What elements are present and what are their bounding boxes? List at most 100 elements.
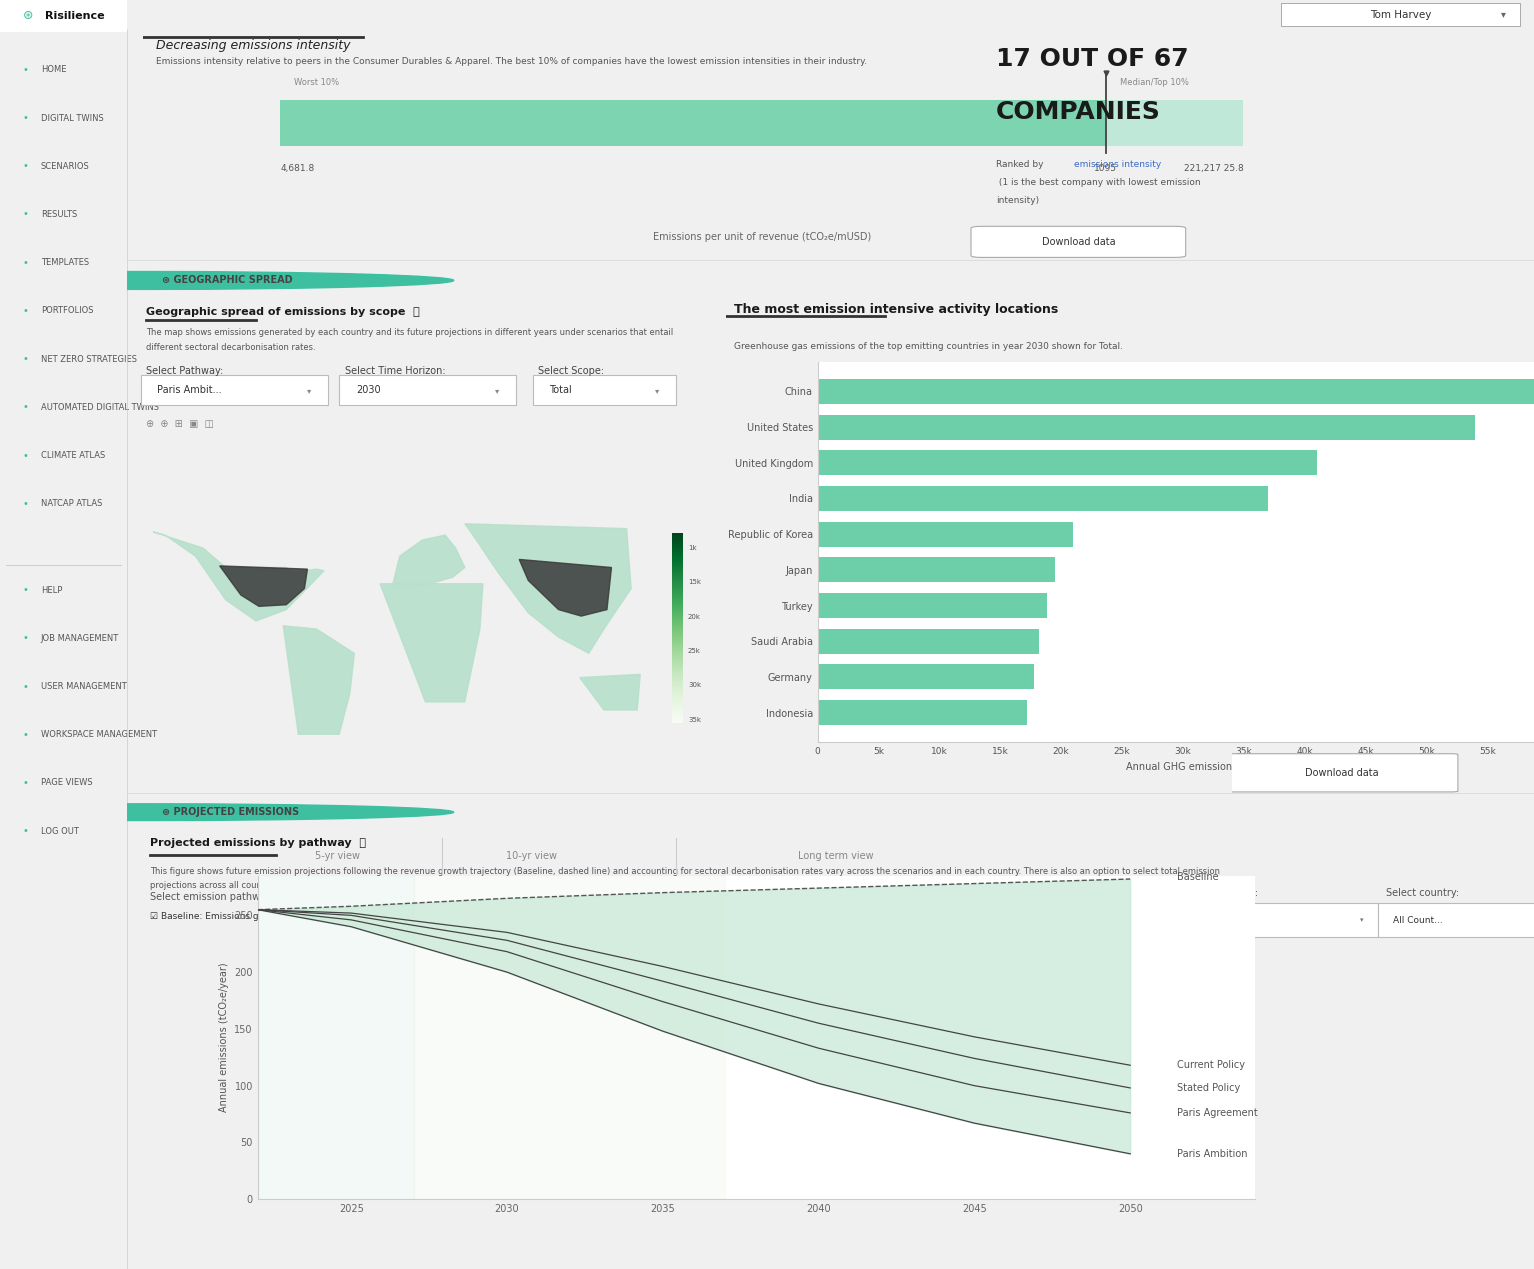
Text: ☐ No Policy: ☐ No Policy <box>927 911 979 921</box>
Polygon shape <box>219 566 307 607</box>
Text: RESULTS: RESULTS <box>41 209 77 220</box>
Text: •: • <box>23 402 29 412</box>
Bar <box>281 100 1106 146</box>
Text: 221,217 25.8: 221,217 25.8 <box>1184 164 1244 173</box>
Text: Geographic spread of emissions by scope  ⓘ: Geographic spread of emissions by scope … <box>146 307 420 317</box>
Bar <box>818 379 1534 404</box>
Text: ☑ Paris Ambition: ☑ Paris Ambition <box>394 911 471 921</box>
Text: 10-yr view: 10-yr view <box>506 851 557 860</box>
Text: Long term view: Long term view <box>798 851 874 860</box>
Text: ⊛ PROJECTED EMISSIONS: ⊛ PROJECTED EMISSIONS <box>163 807 299 817</box>
Text: Greenhouse gas emissions of the top emitting countries in year 2030 shown for To: Greenhouse gas emissions of the top emit… <box>735 341 1123 352</box>
Text: 25k: 25k <box>687 648 701 654</box>
FancyBboxPatch shape <box>141 376 328 405</box>
Text: Risilience: Risilience <box>44 11 104 20</box>
Text: •: • <box>23 499 29 509</box>
Text: •: • <box>23 161 29 171</box>
Polygon shape <box>518 560 612 615</box>
Text: 2030: 2030 <box>356 386 380 396</box>
Text: DIGITAL TWINS: DIGITAL TWINS <box>41 113 103 123</box>
Text: (1 is the best company with lowest emission: (1 is the best company with lowest emiss… <box>996 178 1201 187</box>
Text: Paris Ambit...: Paris Ambit... <box>156 386 222 396</box>
Text: 30k: 30k <box>687 683 701 688</box>
Text: •: • <box>23 681 29 692</box>
Text: HOME: HOME <box>41 65 66 75</box>
Text: COMPANIES: COMPANIES <box>996 100 1161 123</box>
Text: ▾: ▾ <box>655 386 660 395</box>
Text: •: • <box>23 730 29 740</box>
Polygon shape <box>580 674 640 709</box>
Text: HELP: HELP <box>41 585 61 595</box>
FancyBboxPatch shape <box>1186 904 1379 938</box>
Text: Select scope:: Select scope: <box>1193 888 1258 898</box>
Bar <box>258 876 414 1199</box>
Bar <box>818 486 1269 511</box>
Text: ▾: ▾ <box>1500 10 1506 19</box>
Text: 17 OUT OF 67: 17 OUT OF 67 <box>996 47 1189 71</box>
Text: •: • <box>23 826 29 836</box>
Text: Select emission pathway to display: Select emission pathway to display <box>150 892 322 902</box>
Text: Stated Policy: Stated Policy <box>1177 1082 1239 1093</box>
Text: Total: Total <box>549 386 572 396</box>
Text: Select country:: Select country: <box>1385 888 1459 898</box>
Text: ☑ Baseline: Emissions grow with revenue: ☑ Baseline: Emissions grow with revenue <box>150 911 337 921</box>
Text: Upstrea...: Upstrea... <box>1201 916 1244 925</box>
Text: The most emission intensive activity locations: The most emission intensive activity loc… <box>735 303 1058 316</box>
Polygon shape <box>153 532 324 621</box>
Text: Worst 10%: Worst 10% <box>295 77 339 86</box>
Text: •: • <box>23 354 29 364</box>
Text: ⊛ GEOGRAPHIC SPREAD: ⊛ GEOGRAPHIC SPREAD <box>163 275 293 286</box>
Bar <box>1106 100 1244 146</box>
Text: Emissions per unit of revenue (tCO₂e/mUSD): Emissions per unit of revenue (tCO₂e/mUS… <box>653 232 871 242</box>
Text: NATCAP ATLAS: NATCAP ATLAS <box>41 499 103 509</box>
FancyBboxPatch shape <box>1379 904 1534 938</box>
Bar <box>818 522 1074 547</box>
Text: Download data: Download data <box>1042 237 1115 247</box>
FancyBboxPatch shape <box>339 376 515 405</box>
Text: ▾: ▾ <box>307 386 311 395</box>
Text: Decreasing emissions intensity: Decreasing emissions intensity <box>156 39 351 52</box>
Bar <box>818 665 1034 689</box>
Text: 15k: 15k <box>687 580 701 585</box>
Text: ☑ Paris Agreement: ☑ Paris Agreement <box>528 911 614 921</box>
Text: •: • <box>23 209 29 220</box>
Text: SCENARIOS: SCENARIOS <box>41 161 89 171</box>
X-axis label: Annual GHG emissions (tCO₂e): Annual GHG emissions (tCO₂e) <box>1126 761 1276 772</box>
Text: WORKSPACE MANAGEMENT: WORKSPACE MANAGEMENT <box>41 730 156 740</box>
FancyBboxPatch shape <box>1226 754 1457 792</box>
Text: AUTOMATED DIGITAL TWINS: AUTOMATED DIGITAL TWINS <box>41 402 158 412</box>
Text: ▾: ▾ <box>495 386 500 395</box>
Text: Emissions intensity relative to peers in the Consumer Durables & Apparel. The be: Emissions intensity relative to peers in… <box>156 57 868 66</box>
FancyBboxPatch shape <box>0 0 127 32</box>
Text: 5-yr view: 5-yr view <box>314 851 360 860</box>
FancyBboxPatch shape <box>971 226 1186 258</box>
Text: •: • <box>23 306 29 316</box>
Text: intensity): intensity) <box>996 197 1039 206</box>
Bar <box>818 415 1476 439</box>
Text: PAGE VIEWS: PAGE VIEWS <box>41 778 92 788</box>
Text: •: • <box>23 585 29 595</box>
Text: emissions intensity: emissions intensity <box>1074 160 1161 169</box>
Text: Current Policy: Current Policy <box>1177 1060 1246 1070</box>
Text: Paris Ambition: Paris Ambition <box>1177 1148 1247 1159</box>
Y-axis label: Annual emissions (tCO₂e/year): Annual emissions (tCO₂e/year) <box>219 963 229 1112</box>
Text: Download data: Download data <box>1305 768 1378 778</box>
Text: 20k: 20k <box>687 614 701 619</box>
FancyBboxPatch shape <box>1281 3 1520 27</box>
Text: Tom Harvey: Tom Harvey <box>1370 10 1431 19</box>
Text: different sectoral decarbonisation rates.: different sectoral decarbonisation rates… <box>146 344 316 353</box>
Text: All Count...: All Count... <box>1393 916 1443 925</box>
Text: Baseline: Baseline <box>1177 872 1218 882</box>
Text: This figure shows future emission projections following the revenue growth traje: This figure shows future emission projec… <box>150 867 1220 877</box>
Text: ☑ Current Policy: ☑ Current Policy <box>793 911 868 921</box>
Bar <box>818 593 1046 618</box>
Bar <box>818 450 1316 476</box>
Text: •: • <box>23 633 29 643</box>
Text: 4,681.8: 4,681.8 <box>281 164 314 173</box>
Text: •: • <box>23 258 29 268</box>
Text: CLIMATE ATLAS: CLIMATE ATLAS <box>41 450 104 461</box>
Text: PORTFOLIOS: PORTFOLIOS <box>41 306 94 316</box>
Text: Select Pathway:: Select Pathway: <box>146 365 224 376</box>
Polygon shape <box>465 524 630 654</box>
Text: LOG OUT: LOG OUT <box>41 826 78 836</box>
